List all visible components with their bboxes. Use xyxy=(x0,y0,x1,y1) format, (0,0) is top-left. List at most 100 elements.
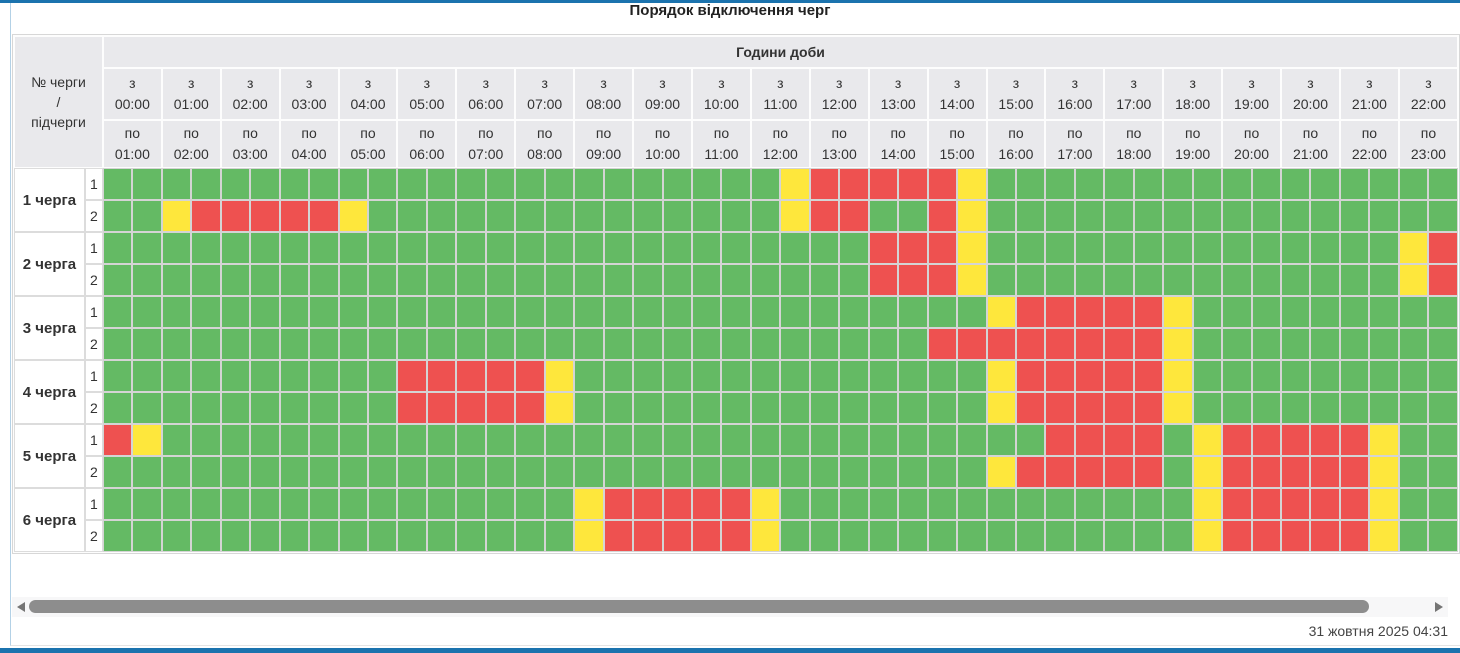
schedule-cell xyxy=(192,521,220,551)
schedule-cell xyxy=(280,521,309,551)
schedule-cell xyxy=(1223,393,1251,423)
schedule-cell xyxy=(722,489,750,519)
subqueue-label: 1 xyxy=(85,489,102,519)
schedule-cell xyxy=(810,329,839,359)
schedule-cell xyxy=(398,361,426,391)
schedule-cell xyxy=(1223,201,1251,231)
hour-header-from: з 07:00 xyxy=(516,69,574,119)
schedule-cell xyxy=(840,489,868,519)
schedule-cell xyxy=(1399,297,1428,327)
schedule-cell xyxy=(280,489,309,519)
schedule-cell xyxy=(1340,329,1369,359)
schedule-cell xyxy=(1340,521,1369,551)
schedule-cell xyxy=(840,201,868,231)
schedule-cell xyxy=(1046,201,1074,231)
schedule-cell xyxy=(1311,393,1339,423)
schedule-cell xyxy=(663,201,691,231)
schedule-cell xyxy=(1282,297,1310,327)
schedule-cell xyxy=(958,201,986,231)
schedule-cell xyxy=(221,169,250,199)
schedule-cell xyxy=(692,169,721,199)
schedule-cell xyxy=(1193,297,1222,327)
scroll-left-icon[interactable] xyxy=(17,602,25,612)
schedule-cell xyxy=(575,361,603,391)
scrollbar-thumb[interactable] xyxy=(29,600,1369,613)
queue-label: 5 черга xyxy=(15,425,84,487)
schedule-cell xyxy=(751,361,780,391)
schedule-cell xyxy=(280,265,309,295)
schedule-cell xyxy=(1134,425,1163,455)
schedule-cell xyxy=(869,169,898,199)
schedule-cell xyxy=(103,393,132,423)
queue-label: 4 черга xyxy=(15,361,84,423)
schedule-cell xyxy=(928,329,957,359)
schedule-cell xyxy=(1105,425,1133,455)
schedule-cell xyxy=(634,329,662,359)
schedule-cell xyxy=(575,425,603,455)
schedule-cell xyxy=(310,361,338,391)
schedule-cell xyxy=(1429,201,1457,231)
schedule-cell xyxy=(368,425,397,455)
schedule-cell xyxy=(133,361,161,391)
schedule-cell xyxy=(634,265,662,295)
schedule-cell xyxy=(1075,457,1104,487)
schedule-cell xyxy=(1399,329,1428,359)
schedule-cell xyxy=(1164,425,1192,455)
schedule-cell xyxy=(103,329,132,359)
schedule-cell xyxy=(1075,329,1104,359)
schedule-cell xyxy=(722,425,750,455)
schedule-cell xyxy=(1075,169,1104,199)
schedule-cell xyxy=(516,425,544,455)
horizontal-scrollbar[interactable] xyxy=(12,597,1448,617)
schedule-cell xyxy=(1105,169,1133,199)
schedule-cell xyxy=(162,297,191,327)
schedule-cell xyxy=(1311,361,1339,391)
schedule-cell xyxy=(604,361,633,391)
schedule-cell xyxy=(781,297,809,327)
schedule-cell xyxy=(162,521,191,551)
schedule-cell xyxy=(251,297,279,327)
schedule-cell xyxy=(398,393,426,423)
schedule-cell xyxy=(958,169,986,199)
schedule-cell xyxy=(192,425,220,455)
schedule-cell xyxy=(162,393,191,423)
scroll-right-icon[interactable] xyxy=(1435,602,1443,612)
schedule-cell xyxy=(251,393,279,423)
hour-header-from: з 21:00 xyxy=(1340,69,1398,119)
hour-header-to: по 16:00 xyxy=(987,121,1045,167)
schedule-cell xyxy=(427,361,456,391)
schedule-cell xyxy=(1046,169,1074,199)
hour-header-from: з 13:00 xyxy=(869,69,927,119)
schedule-cell xyxy=(427,233,456,263)
schedule-cell xyxy=(1311,233,1339,263)
schedule-cell xyxy=(958,265,986,295)
schedule-cell xyxy=(1370,233,1398,263)
schedule-cell xyxy=(1223,457,1251,487)
schedule-cell xyxy=(1046,329,1074,359)
subqueue-label: 1 xyxy=(85,297,102,327)
schedule-cell xyxy=(810,201,839,231)
schedule-cell xyxy=(1164,265,1192,295)
schedule-cell xyxy=(751,201,780,231)
schedule-cell xyxy=(692,393,721,423)
schedule-cell xyxy=(899,425,927,455)
schedule-cell xyxy=(1340,233,1369,263)
schedule-cell xyxy=(575,393,603,423)
schedule-cell xyxy=(368,521,397,551)
schedule-cell xyxy=(457,201,485,231)
schedule-cell xyxy=(810,297,839,327)
schedule-cell xyxy=(1016,233,1045,263)
schedule-cell xyxy=(486,329,515,359)
schedule-cell xyxy=(692,489,721,519)
schedule-cell xyxy=(339,169,367,199)
queue-label: 1 черга xyxy=(15,169,84,231)
schedule-cell xyxy=(840,361,868,391)
schedule-cell xyxy=(221,233,250,263)
schedule-cell xyxy=(1016,457,1045,487)
schedule-cell xyxy=(604,297,633,327)
schedule-cell xyxy=(1046,361,1074,391)
schedule-cell xyxy=(398,329,426,359)
hour-header-from: з 15:00 xyxy=(987,69,1045,119)
schedule-cell xyxy=(133,169,161,199)
hour-header-to: по 20:00 xyxy=(1223,121,1281,167)
